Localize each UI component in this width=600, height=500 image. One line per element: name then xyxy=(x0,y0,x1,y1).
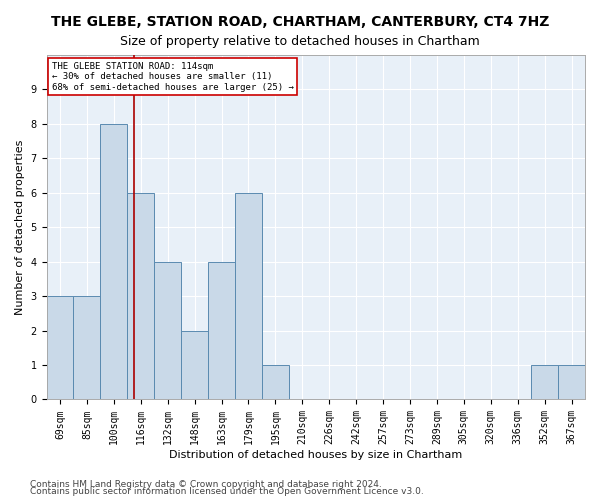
Bar xyxy=(262,365,289,400)
Text: Size of property relative to detached houses in Chartham: Size of property relative to detached ho… xyxy=(120,35,480,48)
Bar xyxy=(531,365,558,400)
Y-axis label: Number of detached properties: Number of detached properties xyxy=(15,140,25,315)
Text: THE GLEBE STATION ROAD: 114sqm
← 30% of detached houses are smaller (11)
68% of : THE GLEBE STATION ROAD: 114sqm ← 30% of … xyxy=(52,62,294,92)
Bar xyxy=(181,330,208,400)
Text: THE GLEBE, STATION ROAD, CHARTHAM, CANTERBURY, CT4 7HZ: THE GLEBE, STATION ROAD, CHARTHAM, CANTE… xyxy=(51,15,549,29)
Bar xyxy=(558,365,585,400)
Bar xyxy=(47,296,73,400)
Bar xyxy=(100,124,127,400)
Text: Contains HM Land Registry data © Crown copyright and database right 2024.: Contains HM Land Registry data © Crown c… xyxy=(30,480,382,489)
X-axis label: Distribution of detached houses by size in Chartham: Distribution of detached houses by size … xyxy=(169,450,463,460)
Bar xyxy=(127,193,154,400)
Bar xyxy=(73,296,100,400)
Bar xyxy=(208,262,235,400)
Bar xyxy=(235,193,262,400)
Bar xyxy=(154,262,181,400)
Text: Contains public sector information licensed under the Open Government Licence v3: Contains public sector information licen… xyxy=(30,487,424,496)
